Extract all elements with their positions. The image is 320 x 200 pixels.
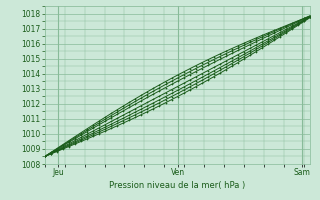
X-axis label: Pression niveau de la mer( hPa ): Pression niveau de la mer( hPa ) — [109, 181, 246, 190]
